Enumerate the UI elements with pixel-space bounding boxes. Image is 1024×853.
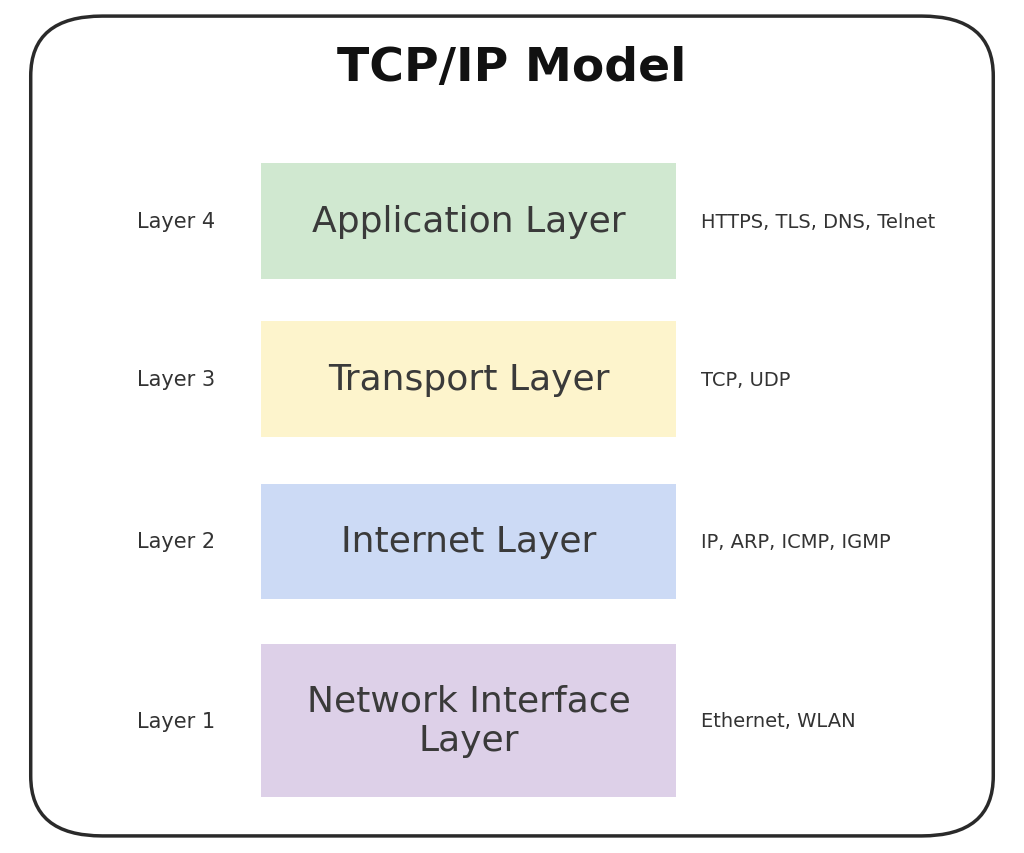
Text: TCP/IP Model: TCP/IP Model <box>337 46 687 90</box>
FancyBboxPatch shape <box>31 17 993 836</box>
Text: Layer 3: Layer 3 <box>137 369 215 390</box>
Text: Application Layer: Application Layer <box>311 205 626 239</box>
FancyBboxPatch shape <box>261 322 676 437</box>
Text: Ethernet, WLAN: Ethernet, WLAN <box>701 711 856 730</box>
Text: IP, ARP, ICMP, IGMP: IP, ARP, ICMP, IGMP <box>701 532 891 551</box>
Text: Layer 2: Layer 2 <box>137 531 215 552</box>
FancyBboxPatch shape <box>261 164 676 279</box>
Text: Internet Layer: Internet Layer <box>341 525 596 559</box>
Text: Layer 1: Layer 1 <box>137 711 215 731</box>
Text: Network Interface
Layer: Network Interface Layer <box>306 684 631 757</box>
FancyBboxPatch shape <box>261 644 676 798</box>
Text: Transport Layer: Transport Layer <box>328 363 609 397</box>
FancyBboxPatch shape <box>261 484 676 599</box>
Text: HTTPS, TLS, DNS, Telnet: HTTPS, TLS, DNS, Telnet <box>701 212 936 231</box>
Text: Layer 4: Layer 4 <box>137 212 215 232</box>
Text: TCP, UDP: TCP, UDP <box>701 370 791 389</box>
